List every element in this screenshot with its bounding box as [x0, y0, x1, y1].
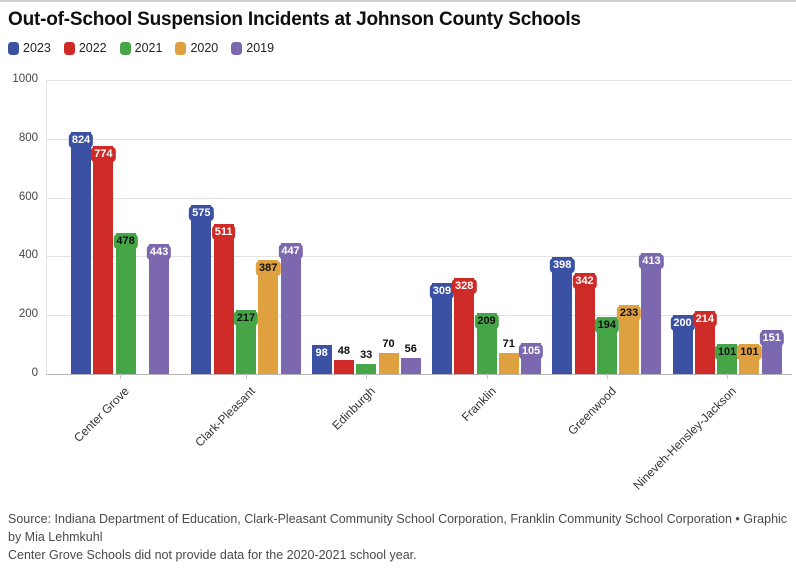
bar-2020-greenwood [619, 305, 640, 374]
bar-2019-center-grove [149, 243, 170, 374]
bar-label-2021-nineveh-hensley-jackson: 101 [714, 345, 740, 361]
gridline-600 [46, 197, 792, 199]
plot-area: 0 200 400 600 800 1000 824 774 478 443 Center Grov… [0, 66, 796, 506]
legend-item-2019: 2019 [231, 41, 274, 55]
bar-label-2023-nineveh-hensley-jackson: 200 [670, 316, 695, 332]
bar-label-2020-clark-pleasant: 387 [256, 261, 281, 277]
bar-label-2020-nineveh-hensley-jackson: 101 [737, 345, 762, 361]
x-tick-franklin [486, 374, 488, 379]
bar-label-2021-edinburgh: 33 [360, 349, 373, 362]
source-text: Source: Indiana Department of Education,… [8, 512, 788, 544]
gridline-1000 [46, 80, 792, 81]
bar-2019-clark-pleasant [280, 242, 301, 374]
bar-label-2023-center-grove: 824 [68, 132, 94, 148]
bar-2019-greenwood [641, 252, 662, 374]
legend: 2023 2022 2021 2020 2019 [8, 41, 274, 55]
x-tick-clark-pleasant [245, 374, 247, 379]
legend-item-2023: 2023 [8, 41, 51, 55]
bar-label-2023-franklin: 309 [429, 284, 455, 300]
bar-2020-franklin [498, 353, 519, 374]
chart-title: Out-of-School Suspension Incidents at Jo… [8, 9, 581, 30]
bar-label-2023-clark-pleasant: 575 [189, 205, 214, 221]
legend-swatch-2023 [8, 41, 19, 55]
bar-2022-clark-pleasant [213, 223, 234, 374]
bar-label-2019-edinburgh: 56 [404, 342, 417, 355]
legend-swatch-2021 [119, 41, 131, 55]
bar-label-2019-clark-pleasant: 447 [278, 243, 303, 259]
legend-label-2021: 2021 [134, 41, 163, 55]
bar-2019-edinburgh [400, 357, 421, 374]
bar-label-2020-franklin: 71 [502, 338, 515, 351]
y-tick-label-1000: 1000 [12, 73, 38, 85]
bar-2023-center-grove [71, 131, 91, 374]
x-tick-greenwood [606, 374, 608, 379]
bar-2023-greenwood [552, 256, 573, 374]
bar-2020-clark-pleasant [258, 260, 279, 374]
bar-label-2019-greenwood: 413 [639, 253, 664, 269]
chart-footer: Source: Indiana Department of Education,… [8, 510, 790, 564]
bar-2023-franklin [431, 283, 452, 374]
bar-2020-edinburgh [378, 353, 399, 374]
legend-label-2023: 2023 [23, 41, 51, 55]
gridline-400 [46, 256, 792, 258]
bar-2021-center-grove [115, 233, 136, 374]
legend-label-2022: 2022 [78, 41, 107, 55]
bar-label-2021-franklin: 209 [474, 313, 499, 329]
bar-label-2022-franklin: 328 [452, 278, 477, 294]
gridline-0 [46, 374, 792, 375]
bar-label-2019-franklin: 105 [518, 344, 544, 360]
legend-label-2019: 2019 [246, 41, 275, 55]
bar-2022-greenwood [574, 273, 595, 374]
bar-label-2019-nineveh-hensley-jackson: 151 [759, 330, 784, 346]
legend-swatch-2022 [63, 41, 75, 55]
bar-2022-edinburgh [333, 359, 354, 374]
y-tick-label-200: 200 [18, 308, 38, 321]
bar-2023-clark-pleasant [191, 204, 212, 374]
y-tick-label-400: 400 [18, 249, 38, 262]
bar-label-2021-greenwood: 194 [594, 317, 619, 333]
y-axis-line [46, 80, 47, 374]
bar-label-2022-nineveh-hensley-jackson: 214 [692, 312, 717, 328]
note-text: Center Grove Schools did not provide dat… [8, 548, 417, 562]
x-tick-edinburgh [366, 374, 368, 379]
y-tick-label-600: 600 [18, 190, 38, 203]
bar-label-2020-greenwood: 233 [616, 306, 642, 322]
bar-label-2022-edinburgh: 48 [337, 344, 351, 357]
y-tick-label-0: 0 [31, 367, 38, 379]
legend-swatch-2019 [231, 41, 243, 55]
bar-label-2019-center-grove: 443 [146, 244, 172, 260]
bar-label-2022-center-grove: 774 [91, 147, 116, 163]
bar-label-2020-edinburgh: 70 [382, 338, 395, 351]
bar-label-2023-edinburgh: 98 [312, 346, 331, 362]
bar-label-2022-clark-pleasant: 511 [211, 224, 236, 240]
gridline-800 [46, 138, 792, 140]
legend-swatch-2020 [175, 41, 187, 55]
bar-label-2022-greenwood: 342 [572, 274, 597, 290]
gridline-200 [46, 315, 792, 317]
x-tick-center-grove [120, 374, 122, 379]
legend-item-2021: 2021 [119, 41, 163, 55]
bar-2022-center-grove [93, 146, 114, 374]
bar-label-2021-clark-pleasant: 217 [233, 311, 259, 327]
bar-label-2023-greenwood: 398 [550, 257, 575, 273]
y-tick-label-800: 800 [18, 131, 38, 144]
bar-2021-edinburgh [356, 364, 377, 374]
legend-label-2020: 2020 [190, 41, 219, 55]
x-tick-nineveh-hensley-jackson [727, 374, 729, 379]
bar-2022-franklin [454, 277, 475, 374]
bar-label-2021-center-grove: 478 [113, 234, 138, 250]
legend-item-2020: 2020 [175, 41, 218, 55]
legend-item-2022: 2022 [63, 41, 107, 55]
